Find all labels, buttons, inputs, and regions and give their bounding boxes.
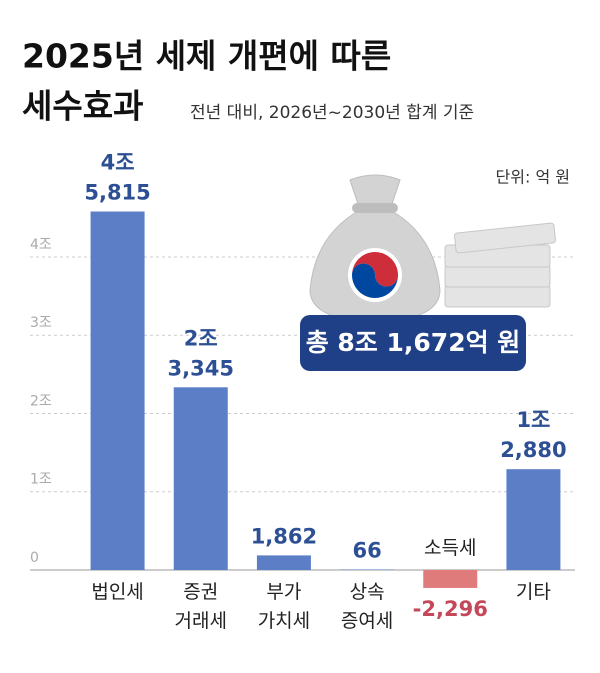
- unit-label: 단위: 억 원: [496, 168, 570, 187]
- bar: [256, 555, 311, 570]
- x-tick-label: 상속 증여세: [341, 580, 393, 631]
- y-tick-label: 1조: [30, 472, 52, 488]
- y-tick-label: 0: [30, 550, 39, 566]
- y-tick-label: 3조: [30, 315, 52, 331]
- chart-title: 2025년 세제 개편에 따른: [22, 37, 391, 76]
- value-label: -2,296: [413, 597, 488, 621]
- bar: [90, 211, 145, 570]
- bar: [173, 387, 228, 570]
- total-label: 총 8조 1,672억 원: [306, 328, 521, 357]
- y-tick-label: 2조: [30, 393, 52, 409]
- bar: [340, 569, 395, 570]
- value-label: 66: [352, 538, 381, 562]
- bar: [423, 569, 478, 588]
- money-illustration: [309, 174, 556, 323]
- x-tick-label: 기타: [516, 580, 551, 602]
- x-tick-label: 부가 가치세: [258, 580, 310, 631]
- bar: [506, 469, 561, 570]
- total-badge: [300, 315, 526, 371]
- x-tick-label: 소득세: [424, 536, 476, 558]
- chart-subtitle: 전년 대비, 2026년~2030년 합계 기준: [190, 103, 474, 123]
- value-label: 1,862: [251, 524, 317, 548]
- chart-title-line2: 세수효과: [22, 87, 143, 126]
- x-tick-label: 법인세: [91, 580, 143, 602]
- value-label: 2조 3,345: [168, 326, 234, 380]
- value-label: 1조 2,880: [500, 408, 566, 462]
- value-label: 4조 5,815: [84, 150, 150, 204]
- y-tick-label: 4조: [30, 237, 52, 253]
- x-tick-label: 증권 거래세: [175, 580, 227, 631]
